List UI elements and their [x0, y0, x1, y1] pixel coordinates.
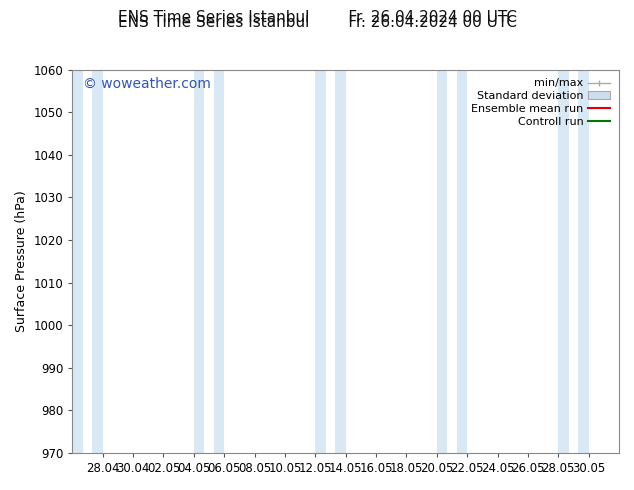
Bar: [578, 70, 588, 453]
Bar: [72, 70, 83, 453]
Bar: [335, 70, 346, 453]
Y-axis label: Surface Pressure (hPa): Surface Pressure (hPa): [15, 191, 28, 332]
Text: ENS Time Series Istanbul        Fr. 26.04.2024 00 UTC: ENS Time Series Istanbul Fr. 26.04.2024 …: [117, 15, 517, 30]
Bar: [456, 70, 467, 453]
Bar: [92, 70, 103, 453]
Legend: min/max, Standard deviation, Ensemble mean run, Controll run: min/max, Standard deviation, Ensemble me…: [468, 75, 614, 130]
Text: © woweather.com: © woweather.com: [83, 77, 211, 91]
Bar: [315, 70, 326, 453]
Bar: [559, 70, 569, 453]
Bar: [437, 70, 448, 453]
Text: ENS Time Series Istanbul        Fr. 26.04.2024 00 UTC: ENS Time Series Istanbul Fr. 26.04.2024 …: [117, 10, 517, 25]
Bar: [214, 70, 224, 453]
Bar: [194, 70, 204, 453]
